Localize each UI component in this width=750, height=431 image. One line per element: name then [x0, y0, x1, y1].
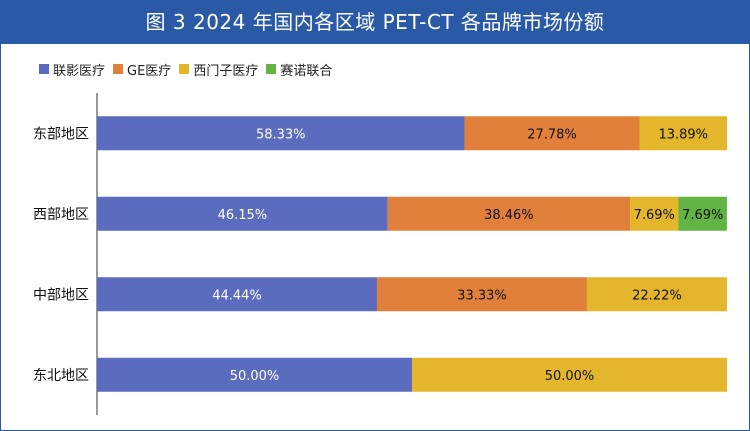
- bar-segment: [630, 196, 679, 231]
- data-label: 38.46%: [484, 208, 534, 223]
- data-label: 7.69%: [682, 208, 723, 223]
- data-label: 58.33%: [256, 127, 306, 142]
- legend-swatch: [179, 64, 190, 74]
- data-label: 44.44%: [212, 288, 262, 303]
- data-label: 13.89%: [658, 127, 708, 142]
- data-label: 27.78%: [527, 127, 577, 142]
- chart-legend: 联影医疗 GE医疗 西门子医疗 赛诺联合: [39, 58, 332, 80]
- legend-item: 联影医疗: [39, 60, 105, 79]
- data-label: 46.15%: [218, 208, 268, 223]
- legend-item: 西门子医疗: [179, 60, 258, 79]
- legend-swatch: [39, 64, 49, 74]
- legend-item: 赛诺联合: [266, 60, 332, 79]
- data-label: 50.00%: [230, 369, 280, 384]
- legend-label: GE医疗: [127, 63, 172, 79]
- bar-segment: [412, 357, 727, 392]
- legend-swatch: [113, 64, 124, 74]
- bar-segment: [97, 357, 412, 392]
- legend-label: 西门子医疗: [193, 63, 259, 79]
- bar-segment: [97, 116, 465, 151]
- category-label: 西部地区: [33, 207, 89, 223]
- data-label: 33.33%: [457, 288, 507, 303]
- bar-segment: [97, 196, 388, 231]
- bar-segment: [464, 116, 640, 151]
- bar-segment: [97, 277, 377, 312]
- bar-segment: [678, 196, 727, 231]
- bar-segment: [586, 277, 727, 312]
- category-label: 东北地区: [33, 368, 89, 384]
- legend-label: 赛诺联合: [280, 63, 333, 79]
- category-label: 中部地区: [33, 287, 89, 303]
- bar-segment: [639, 116, 727, 151]
- data-label: 50.00%: [545, 369, 595, 384]
- category-label: 东部地区: [33, 126, 89, 142]
- legend-item: GE医疗: [113, 60, 171, 79]
- chart-title: 图 3 2024 年国内各区域 PET-CT 各品牌市场份额: [1, 1, 749, 44]
- data-label: 22.22%: [632, 288, 682, 303]
- legend-label: 联影医疗: [53, 63, 106, 79]
- data-label: 7.69%: [634, 208, 675, 223]
- bar-segment: [376, 277, 587, 312]
- bar-segment: [387, 196, 631, 231]
- legend-swatch: [266, 64, 277, 74]
